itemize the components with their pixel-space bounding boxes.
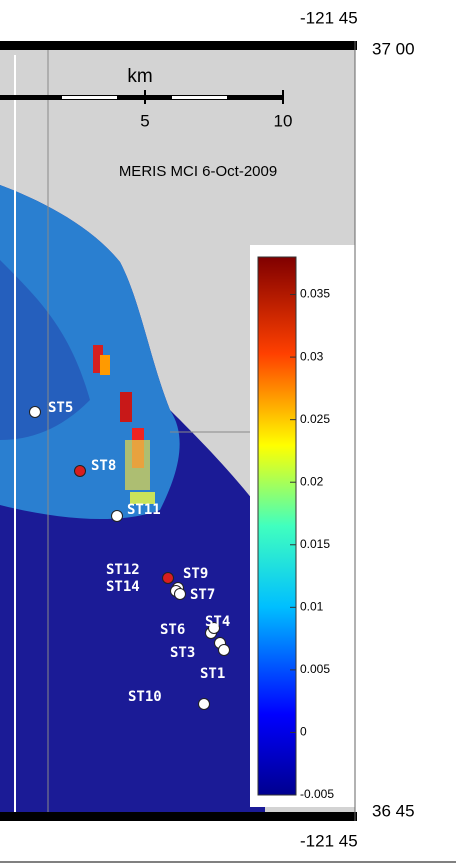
station-label: ST4 bbox=[205, 614, 230, 630]
station-marker bbox=[219, 645, 230, 656]
station-label: ST14 bbox=[106, 579, 140, 595]
scale-unit: km bbox=[127, 66, 152, 87]
scale-tick-label: 10 bbox=[274, 111, 293, 130]
station-label: ST10 bbox=[128, 689, 162, 705]
colorbar bbox=[258, 257, 296, 795]
station-label: ST9 bbox=[183, 566, 208, 582]
station-marker bbox=[199, 699, 210, 710]
bloom-patch bbox=[120, 392, 132, 422]
scale-bar-segment bbox=[62, 96, 117, 99]
colorbar-tick-label: 0.025 bbox=[300, 412, 330, 426]
map-figure: -121 45 -121 45 37 00 36 45 km MERIS MCI… bbox=[0, 0, 456, 866]
colorbar-tick-label: 0.005 bbox=[300, 662, 330, 676]
frame-bar bbox=[0, 41, 357, 50]
station-label: ST7 bbox=[190, 587, 215, 603]
bloom-patch bbox=[100, 355, 110, 375]
lat-label: 37 00 bbox=[372, 39, 415, 58]
colorbar-tick-label: 0 bbox=[300, 725, 307, 739]
station-label: ST3 bbox=[170, 645, 195, 661]
frame-bar bbox=[0, 812, 357, 821]
station-label: ST1 bbox=[200, 666, 225, 682]
map-title: MERIS MCI 6-Oct-2009 bbox=[119, 163, 277, 180]
station-label: ST5 bbox=[48, 400, 73, 416]
colorbar-tick-label: 0.035 bbox=[300, 287, 330, 301]
colorbar-tick-label: 0.02 bbox=[300, 474, 324, 488]
station-label: ST8 bbox=[91, 458, 116, 474]
lat-label: 36 45 bbox=[372, 801, 415, 820]
lon-label: -121 45 bbox=[300, 8, 358, 27]
scale-bar-segment bbox=[172, 96, 227, 99]
colorbar-tick-label: 0.01 bbox=[300, 599, 324, 613]
colorbar-tick-label: 0.015 bbox=[300, 537, 330, 551]
station-label: ST12 bbox=[106, 562, 140, 578]
station-marker bbox=[30, 407, 41, 418]
colorbar-tick-label: -0.005 bbox=[300, 787, 334, 801]
station-label: ST6 bbox=[160, 622, 185, 638]
station-label: ST11 bbox=[127, 502, 161, 518]
scale-tick-label: 5 bbox=[140, 111, 149, 130]
colorbar-tick-label: 0.03 bbox=[300, 349, 324, 363]
lon-label: -121 45 bbox=[300, 831, 358, 850]
station-marker bbox=[175, 589, 186, 600]
station-marker bbox=[163, 573, 174, 584]
scale-bar bbox=[0, 95, 283, 100]
bloom-patch bbox=[125, 440, 150, 490]
station-marker bbox=[75, 466, 86, 477]
station-marker bbox=[112, 511, 123, 522]
